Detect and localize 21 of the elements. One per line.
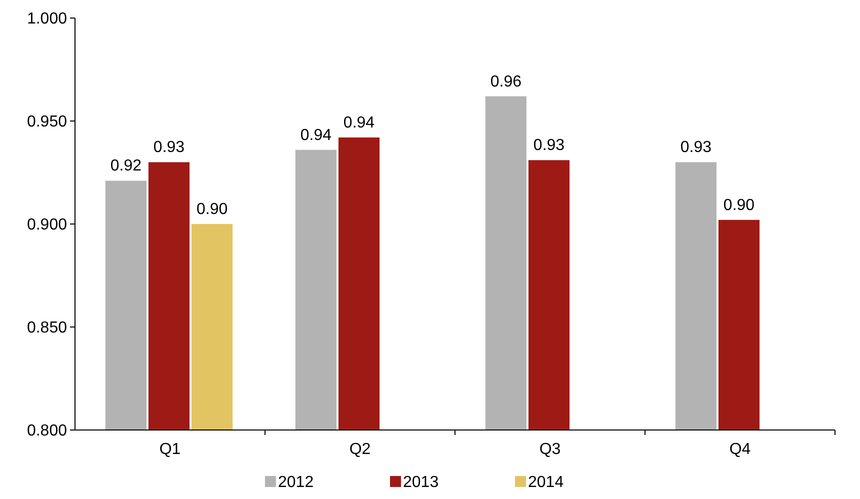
data-label: 0.90 — [196, 201, 228, 218]
legend-label: 2012 — [278, 474, 314, 491]
data-label: 0.94 — [300, 126, 332, 144]
y-tick-label: 0.850 — [26, 320, 68, 337]
data-label: 0.90 — [723, 196, 755, 214]
x-tick-label: Q2 — [349, 441, 371, 458]
y-tick-label: 1.000 — [26, 10, 68, 28]
y-tick-label: 0.900 — [26, 216, 68, 234]
y-tick-label: 0.800 — [26, 422, 68, 440]
legend-label: 2013 — [403, 474, 439, 491]
y-tick-label: 0.950 — [26, 114, 68, 131]
x-tick-label: Q3 — [539, 441, 561, 458]
data-label: 0.92 — [110, 158, 142, 175]
legend-label: 2014 — [528, 474, 564, 491]
data-label: 0.93 — [153, 139, 185, 156]
data-label: 0.93 — [680, 139, 712, 156]
x-tick-label: Q1 — [159, 441, 181, 458]
data-label: 0.93 — [533, 137, 565, 154]
data-label: 0.96 — [490, 73, 522, 90]
data-label: 0.94 — [343, 114, 375, 132]
x-tick-label: Q4 — [729, 441, 751, 458]
